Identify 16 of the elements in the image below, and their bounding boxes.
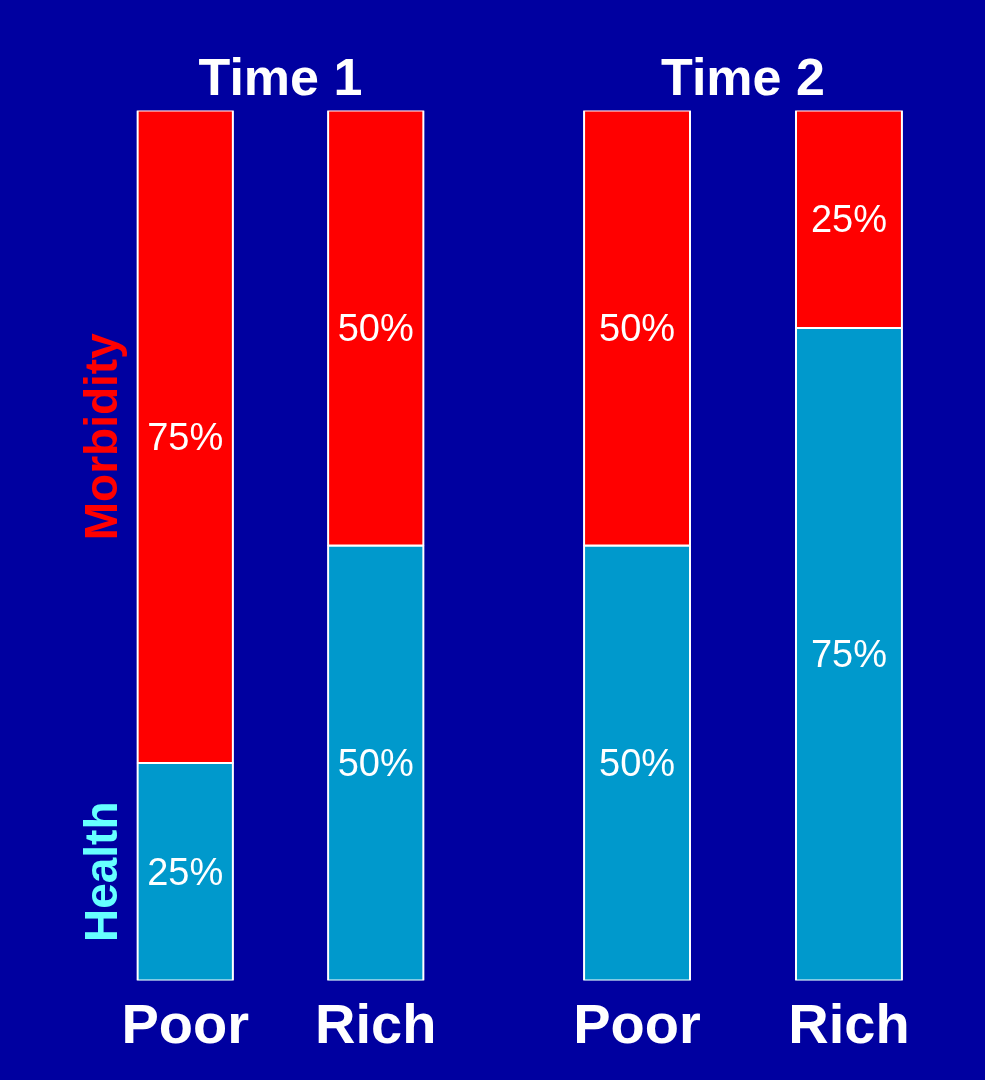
data-label: 50% [599, 742, 676, 784]
text: Health [74, 801, 127, 943]
data-label: 50% [599, 307, 676, 349]
chart-title: Time 1 [198, 47, 363, 106]
data-label: 75% [810, 633, 887, 676]
chart-title: Time 2 [661, 47, 825, 106]
text: Morbidity [74, 332, 127, 541]
data-label: 25% [147, 850, 224, 893]
x-tick-label: Rich [315, 991, 437, 1055]
x-tick-label: Poor [121, 991, 250, 1055]
data-label: 75% [147, 415, 224, 458]
data-label: 50% [337, 742, 414, 784]
x-tick-label: Rich [788, 991, 910, 1055]
data-label: 50% [337, 307, 414, 349]
data-label: 25% [810, 198, 887, 241]
x-tick-label: Poor [573, 991, 701, 1055]
